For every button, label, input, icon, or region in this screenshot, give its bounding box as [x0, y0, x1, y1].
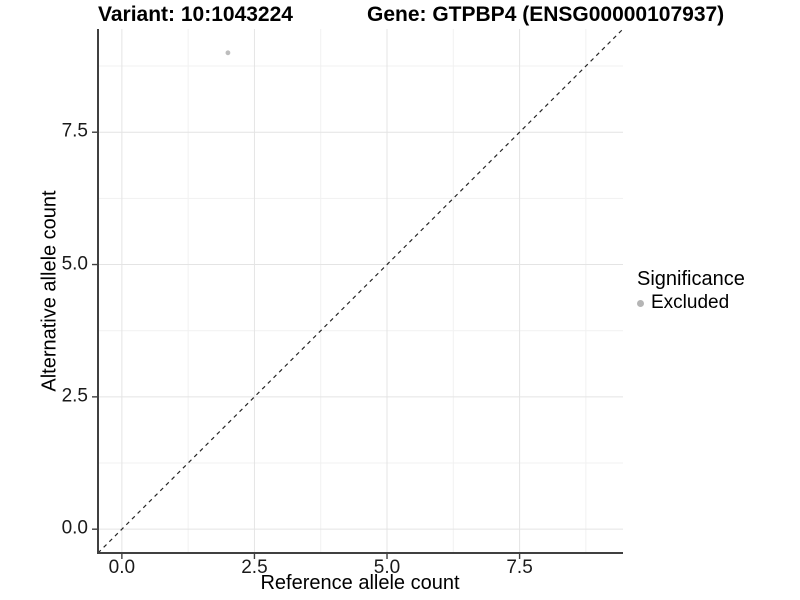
y-tick-label: 7.5	[61, 120, 88, 142]
x-tick-label: 5.0	[373, 557, 401, 578]
x-tick-label: 2.5	[241, 557, 268, 578]
y-axis-title: Alternative allele count	[38, 190, 61, 392]
legend-item-label: Excluded	[651, 292, 730, 313]
x-axis-title: Reference allele count	[260, 572, 460, 594]
legend-title: Significance	[637, 268, 745, 290]
legend: Significance Excluded	[637, 267, 745, 314]
plot-title-variant: Variant: 10:1043224	[98, 3, 293, 26]
y-tick-label: 0.0	[61, 517, 88, 539]
legend-key-dot-icon	[637, 299, 644, 307]
x-tick-label: 0.0	[108, 557, 136, 578]
x-tick-label: 7.5	[506, 557, 533, 578]
data-point-excluded	[225, 50, 231, 56]
y-tick-label: 2.5	[61, 385, 88, 407]
y-tick-label: 5.0	[61, 253, 88, 275]
plot-title-gene: Gene: GTPBP4 (ENSG00000107937)	[367, 3, 725, 26]
legend-item: Excluded	[637, 292, 745, 314]
legend-items: Excluded	[637, 292, 745, 314]
identity-reference-line	[97, 28, 624, 554]
